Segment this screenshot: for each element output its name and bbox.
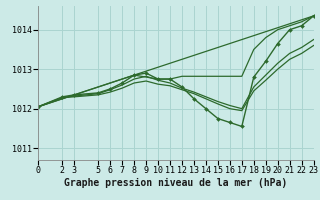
X-axis label: Graphe pression niveau de la mer (hPa): Graphe pression niveau de la mer (hPa) (64, 178, 288, 188)
